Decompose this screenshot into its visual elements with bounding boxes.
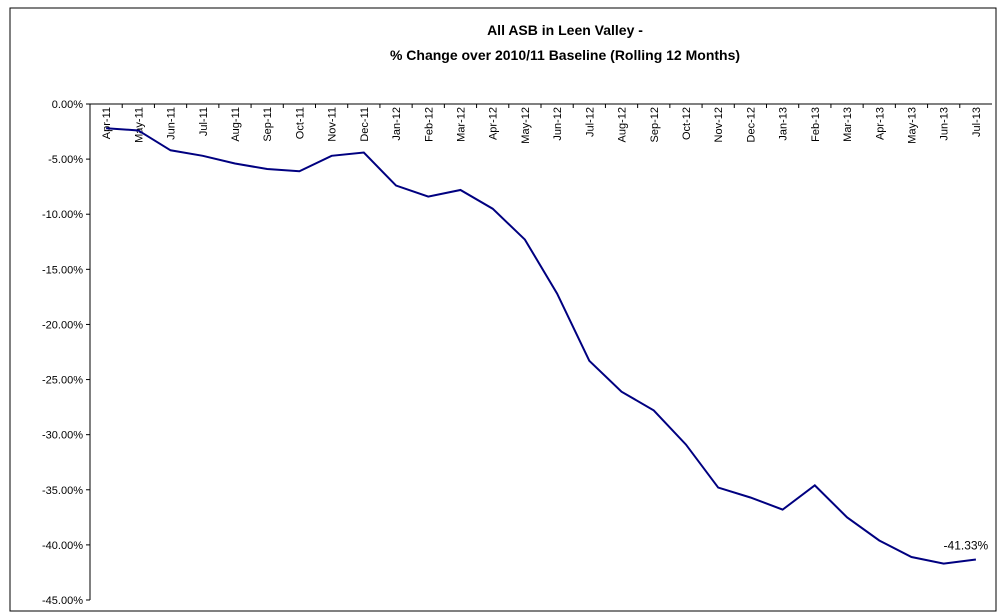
x-tick-label: Sep-12 [649, 107, 661, 142]
x-tick-label: Nov-12 [713, 107, 725, 142]
y-tick-label: -5.00% [48, 154, 83, 166]
y-tick-label: -15.00% [42, 264, 83, 276]
x-tick-label: Apr-11 [101, 107, 113, 139]
x-tick-label: Feb-12 [423, 107, 435, 142]
x-tick-label: Nov-11 [327, 107, 339, 142]
x-tick-label: Mar-12 [455, 107, 467, 142]
y-tick-label: -25.00% [42, 375, 83, 387]
y-tick-label: -45.00% [42, 595, 83, 607]
x-tick-label: May-11 [133, 107, 145, 143]
chart-border [9, 7, 997, 612]
x-tick-label: Jul-11 [198, 107, 210, 136]
chart-subtitle: % Change over 2010/11 Baseline (Rolling … [390, 47, 740, 63]
x-tick-label: Jul-12 [584, 107, 596, 137]
x-tick-label: Dec-12 [745, 107, 757, 142]
y-tick-label: -40.00% [42, 540, 83, 552]
y-tick-label: -35.00% [42, 485, 83, 497]
x-tick-label: Mar-13 [842, 107, 854, 142]
y-tick-label: -10.00% [42, 209, 83, 221]
x-tick-label: Sep-11 [262, 107, 274, 142]
x-tick-label: Feb-13 [810, 107, 822, 142]
y-tick-label: -30.00% [42, 430, 83, 442]
x-tick-label: Oct-12 [681, 107, 693, 140]
data-label: -41.33% [944, 539, 989, 553]
x-tick-label: Jan-13 [778, 107, 790, 141]
x-tick-label: Oct-11 [294, 107, 306, 139]
x-tick-label: Jun-11 [166, 107, 178, 140]
x-tick-label: Apr-13 [874, 107, 886, 140]
x-tick-label: Jun-12 [552, 107, 564, 141]
x-tick-label: May-13 [906, 107, 918, 144]
y-tick-label: -20.00% [42, 319, 83, 331]
x-tick-label: Aug-11 [230, 107, 242, 142]
y-tick-label: 0.00% [52, 99, 83, 111]
x-tick-label: Dec-11 [359, 107, 371, 142]
series-line [106, 127, 977, 565]
x-tick-label: May-12 [520, 107, 532, 144]
x-tick-label: Aug-12 [617, 107, 629, 142]
x-tick-label: Jul-13 [971, 107, 983, 137]
x-tick-label: Jun-13 [939, 107, 951, 141]
chart-title: All ASB in Leen Valley - [487, 22, 643, 38]
x-tick-label: Apr-12 [488, 107, 500, 140]
x-tick-label: Jan-12 [391, 107, 403, 141]
